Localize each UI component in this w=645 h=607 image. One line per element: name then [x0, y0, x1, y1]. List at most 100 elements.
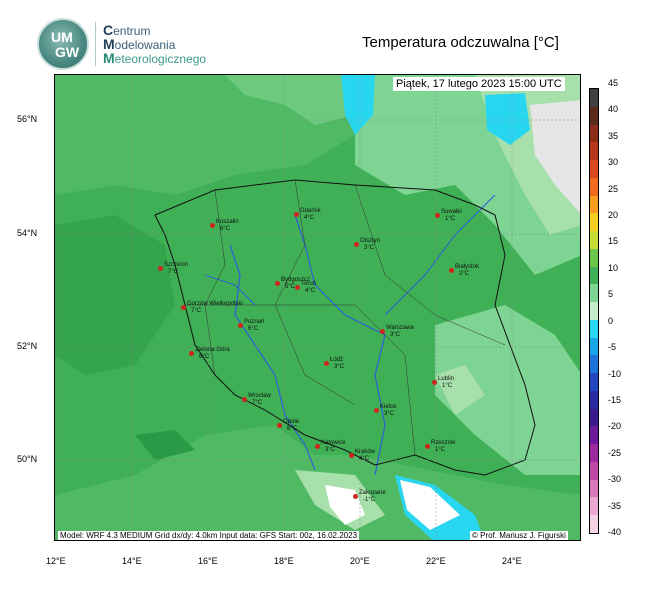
city-temperature: 5°C: [285, 284, 296, 290]
city-name: Suwałki: [441, 209, 462, 215]
city-name: Kraków: [355, 449, 376, 455]
city-temperature: 7°C: [191, 308, 202, 314]
west-field: [55, 215, 175, 375]
colorbar-tick-label: 25: [608, 183, 619, 194]
city-temperature: 3°C: [390, 332, 401, 338]
city-name: Zielona Góra: [195, 347, 230, 353]
colorbar-tick-label: 20: [608, 210, 619, 221]
colorbar-tick-label: -30: [608, 474, 622, 485]
colorbar-tick-label: 30: [608, 157, 619, 168]
city-name: Olsztyn: [360, 238, 381, 244]
city-name: Kielce: [380, 404, 397, 410]
colorbar-tick-label: 15: [608, 236, 619, 247]
city-marker: [294, 212, 299, 217]
city-marker: [238, 323, 243, 328]
city-marker: [425, 444, 430, 449]
brand-line-1: Centrum: [103, 22, 151, 38]
city-temperature: 1°C: [445, 216, 456, 222]
colorbar-swatch: [590, 426, 598, 445]
logo-text-top: UM: [51, 29, 73, 45]
city-name: Zakopane: [359, 490, 386, 496]
colorbar-tick-label: -10: [608, 368, 622, 379]
city-name: Łódź: [330, 357, 344, 363]
river-bug: [384, 194, 496, 316]
cyan-patch-2: [485, 93, 530, 145]
city-marker: [435, 213, 440, 218]
city-name: Poznań: [244, 319, 265, 325]
brand-line-3: Meteorologicznego: [103, 50, 207, 66]
colorbar-swatch: [590, 355, 598, 374]
credit-text: © Prof. Mariusz J. Figurski: [470, 531, 568, 540]
city-marker: [181, 305, 186, 310]
colorbar-tick-label: 40: [608, 104, 619, 115]
city-marker: [275, 281, 280, 286]
city-marker: [374, 408, 379, 413]
lon-label: 18°E: [274, 556, 294, 566]
colorbar-swatch: [590, 461, 598, 481]
colorbar-swatch: [590, 373, 598, 392]
east-light-field: [435, 305, 580, 475]
river-wisla: [294, 214, 386, 476]
city-temperature: 6°C: [199, 354, 210, 360]
city-temperature: 4°C: [304, 215, 315, 221]
city-marker: [210, 223, 215, 228]
colorbar-tick-label: 0: [608, 315, 614, 326]
temperature-map: [55, 75, 580, 540]
east-pale-patch: [435, 365, 485, 415]
colorbar-swatch: [590, 319, 598, 339]
colorbar-swatch: [590, 479, 598, 498]
colorbar-swatch: [590, 266, 598, 285]
grey-patch-ne: [530, 100, 580, 213]
city-name: Opole: [283, 419, 300, 425]
lat-label: 56°N: [17, 114, 38, 124]
sea-light-field: [225, 75, 355, 125]
model-info: Model: WRF 4.3 MEDIUM Grid dx/dy: 4.0km …: [58, 531, 360, 540]
lon-label: 20°E: [350, 556, 370, 566]
city-name: Warszawa: [386, 325, 414, 331]
lat-label: 50°N: [17, 454, 38, 464]
colorbar-swatch: [590, 408, 598, 427]
city-temperature: 3°C: [334, 364, 345, 370]
logo-divider: [95, 22, 96, 66]
colorbar-tick-label: -5: [608, 342, 617, 353]
lon-label: 16°E: [198, 556, 218, 566]
lat-label: 52°N: [17, 341, 38, 351]
city-temperature: -1°C: [363, 497, 376, 503]
city-marker: [242, 397, 247, 402]
carpathian-white-patch: [400, 480, 460, 530]
colorbar-tick-label: 10: [608, 262, 619, 273]
colorbar-swatch: [590, 302, 598, 321]
colorbar-swatch: [590, 89, 598, 108]
voivodeship-line-3: [354, 184, 506, 346]
colorbar-swatch: [590, 337, 598, 356]
colorbar-swatch: [590, 497, 598, 516]
colorbar-tick-label: -15: [608, 394, 622, 405]
city-temperature: 7°C: [168, 269, 179, 275]
colorbar-tick-label: -25: [608, 447, 622, 458]
city-temperature: 2°C: [459, 271, 470, 277]
colorbar-swatch: [590, 444, 598, 463]
city-name: Szczecin: [164, 262, 189, 268]
city-name: Wrocław: [248, 393, 271, 399]
city-marker: [432, 380, 437, 385]
colorbar-tick-label: 5: [608, 289, 614, 300]
city-temperature: 6°C: [220, 226, 231, 232]
city-name: Gorzów Wielkopolski: [187, 301, 243, 307]
national-border: [154, 179, 536, 476]
city-name: Gdańsk: [300, 208, 321, 214]
city-marker: [277, 423, 282, 428]
city-marker: [315, 444, 320, 449]
colorbar-tick-label: 45: [608, 78, 619, 88]
colorbar-swatch: [590, 124, 598, 143]
colorbar-swatch: [590, 160, 598, 179]
city-temperature: 1°C: [435, 447, 446, 453]
colorbar-swatch: [590, 231, 598, 250]
city-name: Lublin: [438, 376, 455, 382]
page-title: Temperatura odczuwalna [°C]: [362, 34, 559, 51]
lat-label: 54°N: [17, 228, 38, 238]
city-marker: [354, 242, 359, 247]
colorbar-tick-label: -20: [608, 421, 622, 432]
city-name: Toruń: [301, 281, 317, 287]
city-temperature: 4°C: [359, 456, 370, 462]
colorbar-swatch: [590, 213, 598, 232]
